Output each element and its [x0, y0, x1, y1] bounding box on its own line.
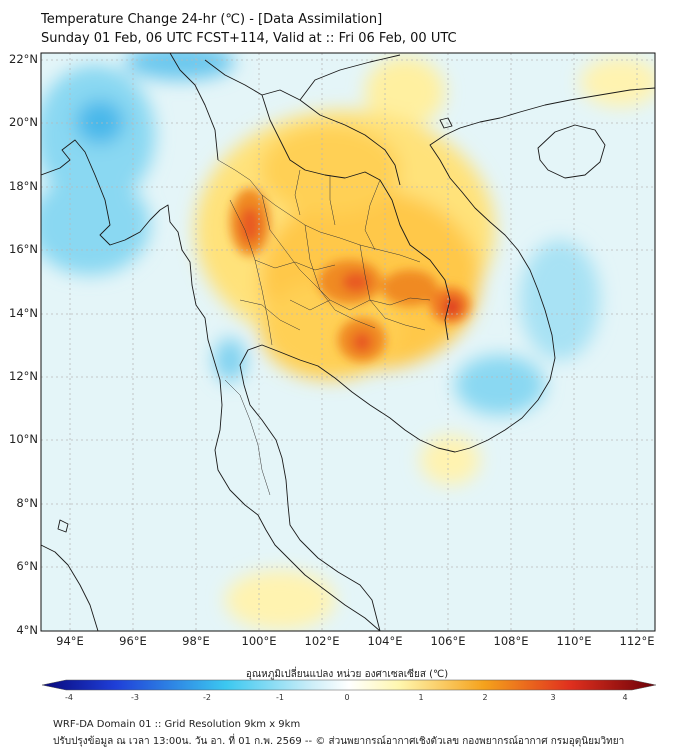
lat-label: 14°N — [9, 306, 38, 320]
lon-label: 112°E — [619, 634, 655, 648]
lon-label: 110°E — [556, 634, 592, 648]
lat-label: 4°N — [16, 623, 38, 637]
colorbar-tick: 2 — [482, 693, 488, 702]
colorbar-tick: 4 — [622, 693, 628, 702]
colorbar-tick: -3 — [131, 693, 139, 702]
footer-model-info: WRF-DA Domain 01 :: Grid Resolution 9km … — [53, 719, 301, 730]
lon-label: 108°E — [493, 634, 529, 648]
map-frame — [40, 52, 656, 632]
colorbar-tick: 0 — [344, 693, 350, 702]
coastlines — [41, 53, 655, 631]
map-subtitle: Sunday 01 Feb, 06 UTC FCST+114, Valid at… — [41, 31, 457, 46]
lat-label: 8°N — [16, 496, 38, 510]
lat-label: 20°N — [9, 115, 38, 129]
lat-label: 12°N — [9, 369, 38, 383]
colorbar-tick: 3 — [550, 693, 556, 702]
lat-label: 6°N — [16, 559, 38, 573]
colorbar — [41, 679, 657, 691]
lon-label: 106°E — [430, 634, 466, 648]
lon-label: 98°E — [182, 634, 210, 648]
lon-label: 104°E — [367, 634, 403, 648]
lat-label: 18°N — [9, 179, 38, 193]
lat-label: 22°N — [9, 52, 38, 66]
temperature-field — [41, 53, 655, 631]
lat-label: 16°N — [9, 242, 38, 256]
lon-label: 96°E — [119, 634, 147, 648]
footer-credit: ปรับปรุงข้อมูล ณ เวลา 13:00น. วัน อา. ที… — [53, 736, 625, 747]
map-title: Temperature Change 24-hr (℃) - [Data Ass… — [41, 12, 383, 27]
colorbar-tick: -1 — [276, 693, 284, 702]
lat-label: 10°N — [9, 432, 38, 446]
colorbar-tick: 1 — [418, 693, 424, 702]
lat-lon-grid — [41, 53, 655, 631]
lon-label: 100°E — [241, 634, 277, 648]
province-borders — [217, 159, 431, 496]
lon-label: 102°E — [304, 634, 340, 648]
colorbar-tick: -4 — [65, 693, 73, 702]
colorbar-title: อุณหภูมิเปลี่ยนแปลง หน่วย องศาเซลเซียส (… — [245, 669, 449, 680]
colorbar-tick: -2 — [203, 693, 211, 702]
lon-label: 94°E — [56, 634, 84, 648]
